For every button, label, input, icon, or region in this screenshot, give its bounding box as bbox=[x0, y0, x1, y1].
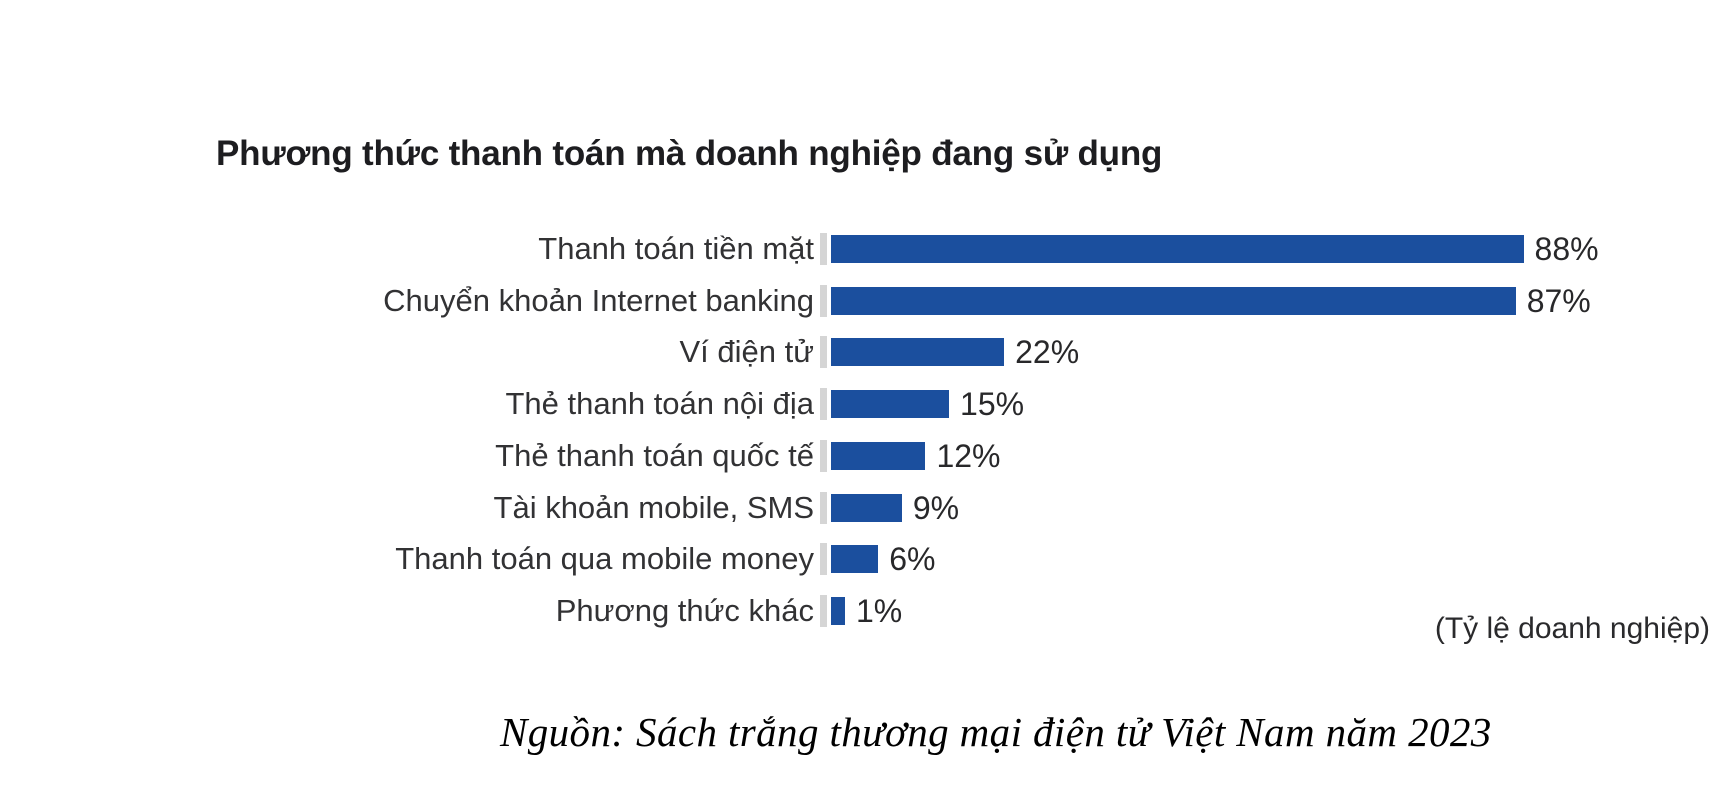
axis-tick bbox=[820, 491, 827, 524]
category-label: Ví điện tử bbox=[679, 334, 815, 370]
source-note: Nguồn: Sách trắng thương mại điện tử Việ… bbox=[500, 709, 1492, 755]
value-label: 6% bbox=[889, 541, 936, 578]
axis-tick bbox=[820, 336, 827, 369]
bar-row: Ví điện tử 22% bbox=[0, 326, 1728, 378]
bar bbox=[831, 390, 950, 419]
bar bbox=[831, 493, 902, 522]
category-label: Thẻ thanh toán nội địa bbox=[505, 386, 814, 422]
bar bbox=[831, 596, 845, 625]
category-label: Thanh toán qua mobile money bbox=[395, 541, 814, 577]
bar bbox=[831, 286, 1516, 315]
axis-tick bbox=[820, 284, 827, 317]
category-label: Thẻ thanh toán quốc tế bbox=[495, 437, 814, 473]
value-label: 88% bbox=[1534, 231, 1599, 267]
value-label: 15% bbox=[960, 386, 1025, 423]
bar-row: Thẻ thanh toán quốc tế 12% bbox=[0, 430, 1728, 482]
value-label: 87% bbox=[1526, 282, 1591, 319]
category-label: Thanh toán tiền mặt bbox=[538, 231, 814, 266]
bar bbox=[831, 235, 1524, 263]
bar bbox=[831, 545, 879, 574]
unit-note: (Tỷ lệ doanh nghiệp) bbox=[1434, 612, 1710, 645]
axis-tick bbox=[820, 594, 827, 627]
value-label: 12% bbox=[936, 437, 1001, 474]
value-label: 1% bbox=[856, 592, 903, 629]
bar-row: Tài khoản mobile, SMS 9% bbox=[0, 482, 1728, 534]
bar-row: Thanh toán qua mobile money 6% bbox=[0, 533, 1728, 585]
value-label: 22% bbox=[1015, 334, 1080, 371]
bar-chart: Thanh toán tiền mặt 88% Chuyển khoản Inter… bbox=[0, 223, 1728, 643]
bar-row: Thẻ thanh toán nội địa 15% bbox=[0, 378, 1728, 430]
axis-tick bbox=[820, 233, 827, 265]
bar-row: Chuyển khoản Internet banking 87% bbox=[0, 275, 1728, 327]
axis-tick bbox=[820, 388, 827, 421]
category-label: Chuyển khoản Internet banking bbox=[383, 282, 814, 318]
bar-row: Thanh toán tiền mặt 88% bbox=[0, 223, 1728, 275]
axis-tick bbox=[820, 543, 827, 576]
bar bbox=[831, 338, 1005, 367]
category-label: Tài khoản mobile, SMS bbox=[493, 489, 814, 525]
bar-row: Phương thức khác 1% bbox=[0, 585, 1728, 637]
category-label: Phương thức khác bbox=[555, 592, 814, 628]
value-label: 9% bbox=[912, 489, 960, 526]
axis-tick bbox=[820, 439, 827, 472]
chart-title: Phương thức thanh toán mà doanh nghiệp đ… bbox=[216, 134, 1163, 173]
bar bbox=[831, 441, 926, 470]
